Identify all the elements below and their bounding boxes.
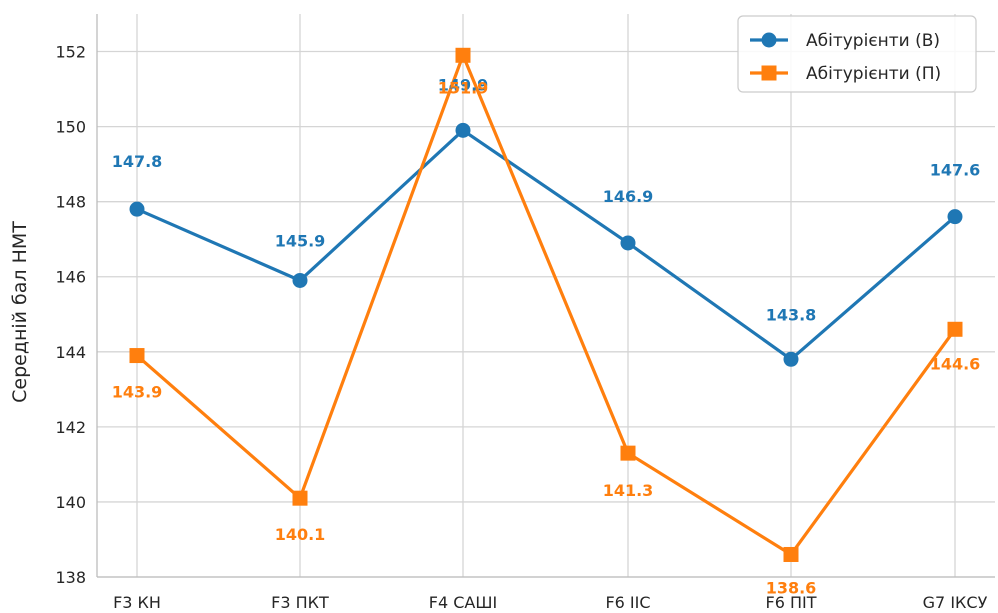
x-tick-label: F6 ПІТ	[766, 593, 817, 612]
data-label: 151.9	[438, 78, 489, 97]
axes: 138 140 142 144 146 148 150 152 F3 КН F3 ПКТ F4 СА…	[55, 14, 995, 612]
y-tick-label: 138	[55, 568, 86, 587]
legend-marker	[761, 32, 777, 48]
data-point	[620, 235, 636, 251]
x-tick-label: F3 КН	[113, 593, 161, 612]
x-tick-label: F4 САШІ	[429, 593, 497, 612]
data-label: 141.3	[603, 481, 654, 500]
data-label: 143.8	[766, 305, 817, 324]
data-point	[783, 546, 799, 562]
x-tick-label: F3 ПКТ	[271, 593, 329, 612]
x-tick-label: G7 ІКСУ	[923, 593, 988, 612]
data-label: 144.6	[930, 354, 981, 373]
legend-label: Абітурієнти (П)	[806, 64, 941, 84]
grid	[97, 14, 995, 578]
y-tick-label: 148	[55, 193, 86, 212]
data-label: 147.8	[112, 152, 163, 171]
data-label: 147.6	[930, 161, 981, 180]
data-labels: 147.8 145.9 149.9 146.9 143.8 147.6 143.9 140.1…	[112, 75, 981, 597]
data-point	[947, 321, 963, 337]
y-tick-label: 142	[55, 418, 86, 437]
data-point	[292, 490, 308, 506]
data-label: 143.9	[112, 383, 163, 402]
series-line	[135, 128, 957, 361]
y-tick-label: 152	[55, 43, 86, 62]
data-label: 146.9	[603, 187, 654, 206]
data-label: 138.6	[766, 578, 817, 597]
y-tick-label: 150	[55, 118, 86, 137]
data-point	[129, 201, 145, 217]
series-line	[135, 53, 957, 557]
y-tick-label: 140	[55, 493, 86, 512]
data-point	[783, 351, 799, 367]
legend-box	[737, 15, 977, 93]
data-label: 140.1	[275, 525, 326, 544]
y-tick-label: 144	[55, 343, 86, 362]
data-label: 145.9	[275, 231, 326, 250]
series	[129, 47, 963, 562]
data-point	[455, 47, 471, 63]
data-point	[455, 122, 471, 138]
data-point	[292, 272, 308, 288]
x-tick-label: F6 ІІС	[605, 593, 650, 612]
data-point	[620, 445, 636, 461]
data-label: 149.9	[438, 75, 489, 94]
data-point	[129, 348, 145, 364]
y-axis-label: Середній бал НМТ	[9, 221, 31, 403]
legend-label: Абітурієнти (В)	[806, 31, 940, 51]
data-point	[947, 209, 963, 225]
legend-marker	[761, 65, 777, 81]
legend: Абітурієнти (В) Абітурієнти (П)	[737, 15, 977, 93]
y-tick-label: 146	[55, 268, 86, 287]
